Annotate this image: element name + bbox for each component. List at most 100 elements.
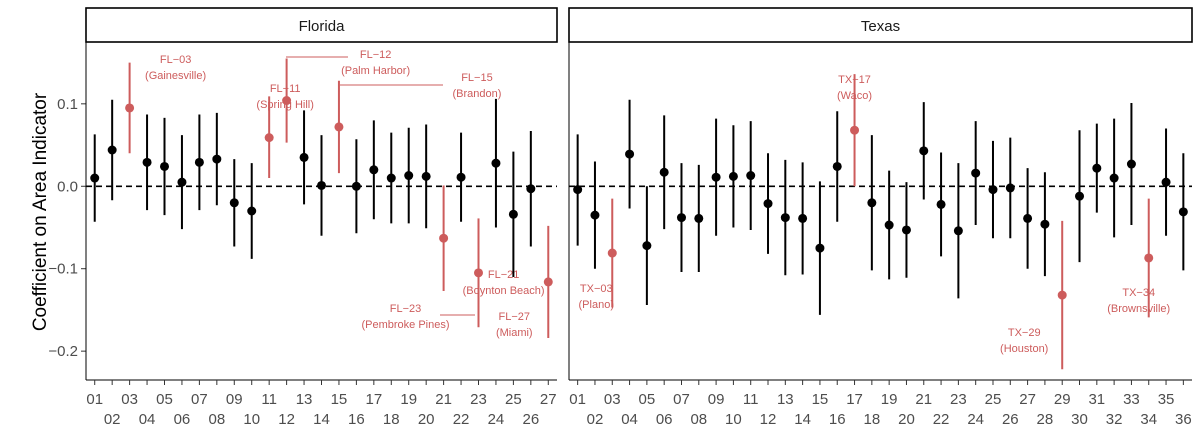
- x-tick-label: 28: [1037, 411, 1054, 428]
- annotation-city: (Brownsville): [1107, 303, 1170, 315]
- x-tick-label: 16: [829, 411, 846, 428]
- data-point: [317, 180, 326, 190]
- x-tick-label: 14: [794, 411, 811, 428]
- y-tick-group: 0.1 0.0 −0.1 −0.2: [48, 96, 86, 360]
- data-point: [1092, 163, 1102, 173]
- y-tick-label: 0.0: [57, 178, 78, 195]
- data-point: [194, 157, 204, 167]
- annotation-label: FL−11 (Spring Hill): [256, 83, 313, 111]
- highlighted-point: [282, 96, 292, 106]
- x-tick-label: 17: [846, 391, 863, 408]
- data-point: [919, 146, 929, 156]
- data-point: [1023, 213, 1033, 223]
- annotation-city: (Brandon): [452, 88, 501, 100]
- x-tick-label: 09: [226, 391, 243, 408]
- panel-texas: Texas010203TX−03(Plano)04050607080910111…: [568, 7, 1193, 428]
- annotation-city: (Houston): [1000, 343, 1048, 355]
- annotation-district: FL−12: [360, 49, 392, 61]
- x-tick-label: 34: [1140, 411, 1157, 428]
- annotation-label: FL−15 (Brandon): [452, 72, 501, 100]
- data-point: [508, 209, 518, 219]
- highlighted-point: [264, 133, 274, 143]
- data-point: [953, 226, 963, 236]
- highlighted-point: [1144, 253, 1154, 263]
- highlighted-point: [607, 248, 617, 258]
- x-tick-label: 35: [1158, 391, 1175, 408]
- y-axis: Coefficient on Area Indicator 0.1 0.0 −0.1…: [30, 92, 86, 360]
- x-tick-label: 04: [621, 411, 638, 428]
- data-point: [901, 225, 911, 235]
- x-tick-label: 10: [243, 411, 260, 428]
- annotation-label: FL−03 (Gainesville): [145, 54, 206, 82]
- highlighted-point: [850, 125, 860, 135]
- annotation-label: FL−12 (Palm Harbor): [341, 49, 410, 77]
- data-point: [160, 161, 169, 171]
- data-point: [299, 152, 309, 162]
- x-tick-label: 21: [435, 391, 452, 408]
- data-point: [780, 213, 790, 223]
- annotation-district: TX−29: [1008, 327, 1041, 339]
- x-tick-label: 17: [365, 391, 382, 408]
- x-tick-label: 19: [400, 391, 417, 408]
- data-point: [642, 241, 652, 251]
- x-tick-label: 03: [121, 391, 138, 408]
- annotation-city: (Gainesville): [145, 70, 206, 82]
- x-tick-label: 30: [1071, 411, 1088, 428]
- data-point: [694, 213, 704, 223]
- x-tick-label: 06: [174, 411, 191, 428]
- data-point: [90, 173, 100, 183]
- x-tick-label: 23: [950, 391, 967, 408]
- x-tick-label: 13: [777, 391, 794, 408]
- annotation-label: FL−23 (Pembroke Pines): [361, 303, 449, 331]
- x-tick-label: 22: [453, 411, 470, 428]
- data-point: [1109, 173, 1119, 183]
- data-point: [177, 177, 187, 187]
- x-tick-label: 07: [191, 391, 208, 408]
- x-tick-label: 07: [673, 391, 690, 408]
- annotation-district: FL−27: [499, 311, 531, 323]
- data-point: [1126, 159, 1136, 169]
- x-tick-label: 10: [725, 411, 742, 428]
- y-axis-title: Coefficient on Area Indicator: [30, 92, 51, 331]
- y-tick-label: −0.2: [48, 343, 78, 360]
- annotation-district: TX−17: [838, 74, 871, 86]
- x-tick-label: 12: [760, 411, 777, 428]
- x-tick-label: 02: [587, 411, 604, 428]
- x-tick-label: 15: [331, 391, 348, 408]
- annotation-city: (Boynton Beach): [463, 285, 545, 297]
- data-point: [988, 185, 998, 195]
- data-point: [746, 171, 756, 181]
- data-point: [867, 198, 877, 208]
- y-tick-label: 0.1: [57, 96, 78, 113]
- data-point: [404, 171, 414, 181]
- data-point: [1075, 191, 1085, 201]
- data-point: [763, 199, 773, 209]
- highlighted-point: [543, 277, 553, 287]
- data-point: [590, 210, 600, 220]
- x-tick-label: 18: [864, 411, 881, 428]
- y-tick-label: −0.1: [48, 261, 78, 278]
- x-tick-label: 29: [1054, 391, 1071, 408]
- annotation-label: TX−17 (Waco): [837, 74, 872, 102]
- x-tick-label: 27: [540, 391, 557, 408]
- annotation-district: FL−21: [488, 269, 520, 281]
- x-tick-label: 11: [743, 391, 759, 408]
- strip-label: Texas: [861, 18, 900, 35]
- data-point: [936, 199, 946, 209]
- data-point: [229, 198, 239, 208]
- x-tick-label: 16: [348, 411, 365, 428]
- x-tick-label: 32: [1106, 411, 1123, 428]
- strip-box: [85, 7, 558, 43]
- x-tick-label: 05: [639, 391, 656, 408]
- highlighted-point: [125, 103, 135, 113]
- data-point: [351, 181, 361, 191]
- x-tick-label: 36: [1175, 411, 1192, 428]
- data-point: [832, 161, 842, 171]
- data-point: [659, 167, 669, 177]
- annotation-district: FL−11: [270, 83, 301, 95]
- data-point: [1040, 219, 1050, 229]
- x-tick-label: 08: [208, 411, 225, 428]
- x-tick-label: 22: [933, 411, 950, 428]
- x-tick-label: 01: [86, 391, 103, 408]
- strip-box: [568, 7, 1193, 43]
